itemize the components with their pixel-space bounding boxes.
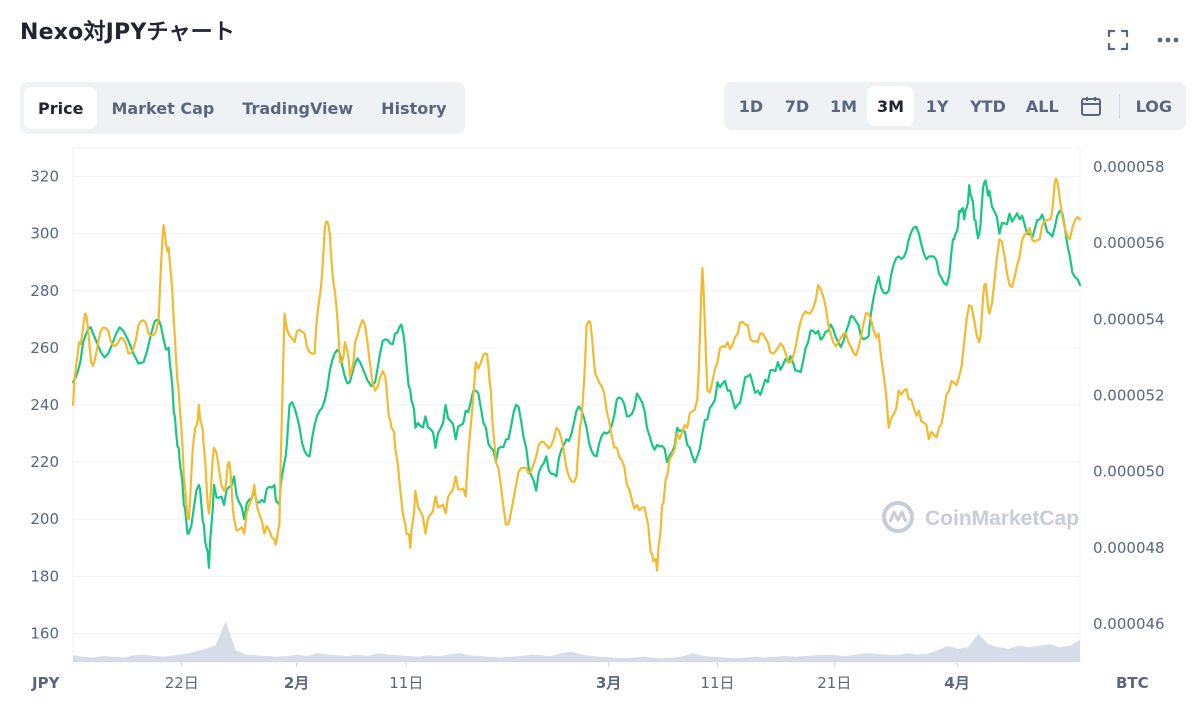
coinmarketcap-logo-icon [882, 501, 914, 533]
btc-tick-label: 0.000050 [1093, 463, 1165, 481]
tab-history[interactable]: History [381, 98, 447, 118]
btc-tick-label: 0.000052 [1093, 386, 1165, 404]
coinmarketcap-watermark: CoinMarketCap [882, 501, 1079, 533]
watermark-text: CoinMarketCap [925, 507, 1079, 530]
tab-tradingview[interactable]: TradingView [242, 98, 354, 118]
btc-tick-label: 0.000056 [1093, 234, 1165, 252]
calendar-icon[interactable] [1069, 86, 1113, 126]
volume-bars [73, 621, 1080, 662]
x-tick-label: 11日 [700, 674, 734, 692]
time-axis: 22日 2月 11日 3月 11日 21日 4月 [165, 662, 970, 692]
jpy-tick-label: 200 [30, 510, 59, 528]
x-tick-label: 4月 [944, 674, 969, 692]
btc-tick-label: 0.000048 [1093, 539, 1165, 557]
x-tick-label: 22日 [165, 674, 199, 692]
tab-price[interactable]: Price [24, 87, 98, 129]
range-1m-button[interactable]: 1M [829, 96, 858, 116]
jpy-axis: 160 180 200 220 240 260 280 300 320 [30, 168, 59, 643]
chart-view-tabs: Price Market Cap TradingView History [20, 82, 465, 134]
btc-price-line [71, 177, 1082, 572]
btc-tick-label: 0.000046 [1093, 615, 1165, 633]
jpy-tick-label: 280 [30, 282, 59, 300]
time-range-selector: 1D 7D 1M 3M 1Y YTD ALL LOG [723, 82, 1186, 130]
tab-market-cap[interactable]: Market Cap [111, 98, 215, 118]
range-7d-button[interactable]: 7D [784, 96, 810, 116]
chart-gridlines [73, 176, 1080, 634]
volume-area [73, 621, 1080, 662]
header-actions [1106, 28, 1180, 52]
range-3m-button[interactable]: 3M [867, 86, 915, 126]
x-tick-label: 21日 [817, 674, 851, 692]
log-scale-button[interactable]: LOG [1135, 96, 1172, 116]
jpy-axis-unit: JPY [31, 674, 61, 692]
btc-tick-label: 0.000054 [1093, 310, 1165, 328]
range-ytd-button[interactable]: YTD [970, 96, 1006, 116]
chart-series [71, 177, 1082, 572]
jpy-tick-label: 220 [30, 453, 59, 471]
jpy-tick-label: 160 [30, 624, 59, 642]
btc-axis: 0.000046 0.000048 0.000050 0.000052 0.000054… [1093, 158, 1165, 633]
coinmarketcap-logo-mark [888, 510, 908, 523]
jpy-tick-label: 240 [30, 396, 59, 414]
jpy-tick-label: 180 [30, 567, 59, 585]
btc-tick-label: 0.000058 [1093, 158, 1165, 176]
x-tick-label: 3月 [596, 674, 621, 692]
range-1d-button[interactable]: 1D [738, 96, 764, 116]
btc-axis-unit: BTC [1116, 674, 1149, 692]
range-all-button[interactable]: ALL [1025, 96, 1059, 116]
page-title: Nexo対JPYチャート [20, 20, 236, 45]
jpy-tick-label: 260 [30, 339, 59, 357]
x-tick-label: 11日 [389, 674, 423, 692]
range-divider [1118, 94, 1120, 118]
more-dots-icon[interactable] [1156, 28, 1180, 52]
jpy-tick-label: 300 [30, 225, 59, 243]
range-1y-button[interactable]: 1Y [925, 96, 949, 116]
fullscreen-icon[interactable] [1106, 28, 1130, 52]
x-tick-label: 2月 [284, 674, 309, 692]
jpy-tick-label: 320 [30, 168, 59, 186]
price-chart: CoinMarketCap 160 180 200 220 240 260 280 300 32… [30, 147, 1165, 692]
